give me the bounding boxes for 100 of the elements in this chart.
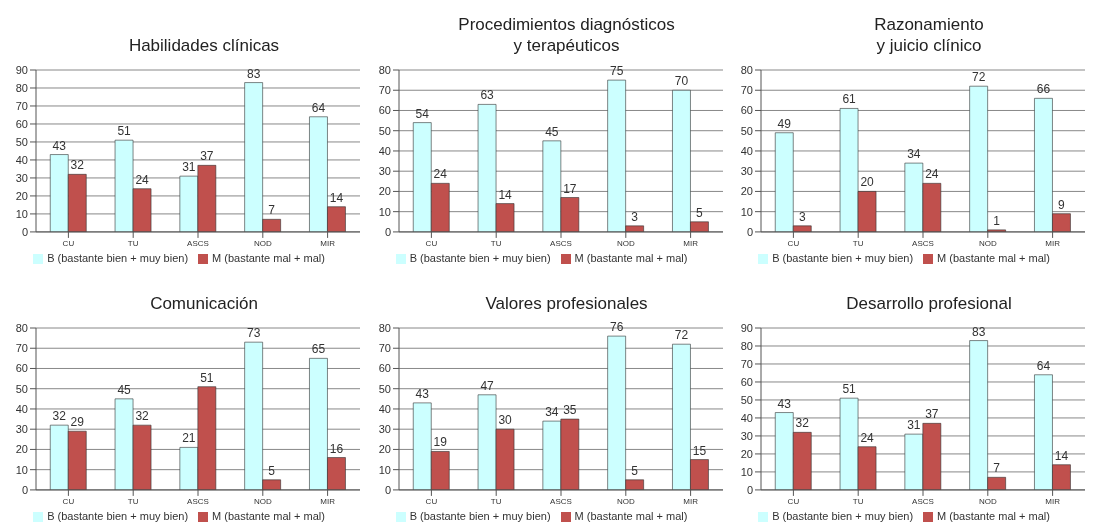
y-tick-label: 90 <box>740 321 753 334</box>
data-label: 5 <box>268 463 276 478</box>
y-tick-label: 20 <box>15 443 28 456</box>
x-tick-label: CU <box>787 238 800 248</box>
x-tick-label: NOD <box>253 496 272 506</box>
legend-label: M (bastante mal + mal) <box>212 509 325 522</box>
x-tick-label: MIR <box>682 238 698 248</box>
data-label: 49 <box>777 116 792 131</box>
y-tick-label: 50 <box>15 135 28 148</box>
x-tick-label: NOD <box>978 496 997 506</box>
legend-label: B (bastante bien + muy bien) <box>772 509 914 522</box>
y-tick-label: 80 <box>378 321 391 334</box>
legend-label: B (bastante bien + muy bien) <box>409 509 551 522</box>
data-label: 24 <box>433 167 447 182</box>
data-label: 3 <box>798 209 806 224</box>
y-tick-label: 80 <box>15 321 28 334</box>
data-label: 63 <box>479 88 494 103</box>
data-label: 32 <box>52 409 67 424</box>
x-tick-label: MIR <box>320 496 336 506</box>
chart-title: Valores profesionales <box>485 293 648 314</box>
y-tick-label: 70 <box>740 84 753 97</box>
y-tick-label: 0 <box>384 225 391 238</box>
y-tick-label: 50 <box>378 382 391 395</box>
y-tick-label: 30 <box>15 423 28 436</box>
legend-label: M (bastante mal + mal) <box>574 509 688 522</box>
y-tick-label: 10 <box>15 463 28 476</box>
x-tick-label: CU <box>425 238 437 248</box>
data-label: 34 <box>907 147 921 162</box>
y-tick-label: 50 <box>378 124 391 137</box>
x-tick-label: ASCS <box>912 496 934 506</box>
legend-label: B (bastante bien + muy bien) <box>772 251 914 264</box>
y-tick-label: 30 <box>378 165 391 178</box>
y-tick-label: 20 <box>378 185 391 198</box>
data-label: 65 <box>311 342 326 357</box>
chart-title: Procedimientos diagnósticos y terapéuticos <box>458 14 675 56</box>
y-tick-label: 50 <box>740 124 753 137</box>
data-label: 7 <box>268 203 276 218</box>
y-tick-label: 0 <box>21 225 28 238</box>
chart-title: Habilidades clínicas <box>128 35 280 56</box>
y-tick-label: 40 <box>378 402 391 415</box>
y-tick-label: 60 <box>15 362 28 375</box>
legend-label: M (bastante mal + mal) <box>212 251 325 264</box>
y-tick-label: 40 <box>15 153 28 166</box>
x-tick-label: TU <box>852 238 864 248</box>
data-label: 24 <box>135 172 150 187</box>
y-tick-label: 90 <box>15 63 28 76</box>
y-tick-label: 20 <box>740 185 753 198</box>
data-label: 37 <box>200 149 214 164</box>
x-tick-label: ASCS <box>187 238 209 248</box>
x-tick-label: ASCS <box>549 496 572 506</box>
legend-label: M (bastante mal + mal) <box>574 251 688 264</box>
y-tick-label: 40 <box>15 402 28 415</box>
y-tick-label: 70 <box>15 342 28 355</box>
data-label: 16 <box>329 441 344 456</box>
data-label: 66 <box>1036 82 1051 97</box>
y-tick-label: 80 <box>378 63 391 76</box>
y-tick-label: 60 <box>378 362 391 375</box>
y-tick-label: 60 <box>740 104 753 117</box>
y-tick-label: 20 <box>15 189 28 202</box>
data-label: 83 <box>246 66 261 81</box>
data-label: 64 <box>1036 358 1051 373</box>
data-label: 72 <box>674 328 688 343</box>
chart-title: Razonamiento y juicio clínico <box>874 14 984 56</box>
y-tick-label: 60 <box>15 117 28 130</box>
y-tick-label: 10 <box>740 465 753 478</box>
data-label: 3 <box>630 209 638 224</box>
data-label: 29 <box>70 415 85 430</box>
y-tick-label: 20 <box>740 447 753 460</box>
data-label: 20 <box>860 175 875 190</box>
y-tick-label: 60 <box>740 375 753 388</box>
x-tick-label: CU <box>787 496 800 506</box>
x-tick-label: MIR <box>682 496 698 506</box>
data-label: 30 <box>497 413 512 428</box>
y-tick-label: 70 <box>15 99 28 112</box>
data-label: 37 <box>925 407 939 422</box>
data-label: 1 <box>993 213 1001 228</box>
x-tick-label: TU <box>490 496 502 506</box>
y-tick-label: 10 <box>15 207 28 220</box>
data-label: 17 <box>562 181 577 196</box>
y-tick-label: 0 <box>746 483 753 496</box>
y-tick-label: 10 <box>378 463 391 476</box>
x-tick-label: CU <box>62 496 75 506</box>
data-label: 32 <box>795 416 810 431</box>
legend-label: B (bastante bien + muy bien) <box>47 509 189 522</box>
data-label: 45 <box>544 124 559 139</box>
x-tick-label: CU <box>62 238 75 248</box>
data-label: 76 <box>609 320 624 335</box>
y-tick-label: 70 <box>378 342 391 355</box>
data-label: 51 <box>200 370 214 385</box>
x-tick-label: TU <box>852 496 864 506</box>
legend-label: B (bastante bien + muy bien) <box>409 251 551 264</box>
data-label: 75 <box>609 64 624 79</box>
data-label: 14 <box>497 187 512 202</box>
y-tick-label: 60 <box>378 104 391 117</box>
data-label: 47 <box>479 378 494 393</box>
data-label: 31 <box>182 160 196 175</box>
y-tick-label: 70 <box>378 84 391 97</box>
data-label: 31 <box>907 418 921 433</box>
y-tick-label: 30 <box>378 423 391 436</box>
data-label: 45 <box>117 382 132 397</box>
